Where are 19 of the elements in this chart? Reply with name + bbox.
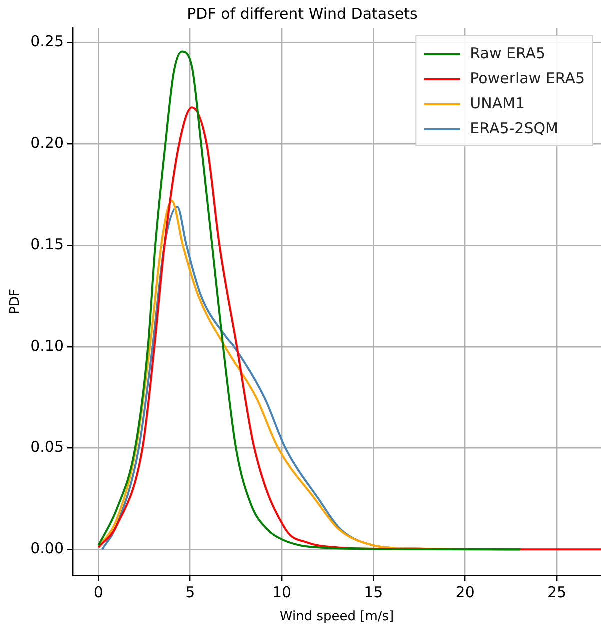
y-tick-label: 0.00 — [30, 540, 64, 558]
x-tick-label: 10 — [272, 583, 292, 602]
x-axis-title: Wind speed [m/s] — [280, 610, 394, 625]
legend-label: ERA5-2SQM — [470, 119, 558, 138]
x-tick-label: 25 — [547, 583, 567, 602]
y-tick-label: 0.20 — [30, 134, 64, 152]
legend-label: Raw ERA5 — [470, 44, 546, 62]
x-tick-label: 0 — [94, 583, 104, 602]
chart-title: PDF of different Wind Datasets — [187, 4, 418, 23]
legend-label: UNAM1 — [470, 94, 526, 112]
x-tick-label: 20 — [456, 583, 475, 602]
y-tick-label: 0.15 — [30, 235, 64, 254]
legend-label: Powerlaw ERA5 — [470, 69, 585, 88]
y-tick-label: 0.10 — [30, 336, 64, 355]
y-tick-label: 0.05 — [30, 438, 64, 456]
x-tick-label: 15 — [364, 583, 384, 602]
y-axis-title: PDF — [8, 289, 24, 314]
y-tick-label: 0.25 — [30, 32, 64, 51]
x-tick-label: 5 — [186, 583, 196, 602]
